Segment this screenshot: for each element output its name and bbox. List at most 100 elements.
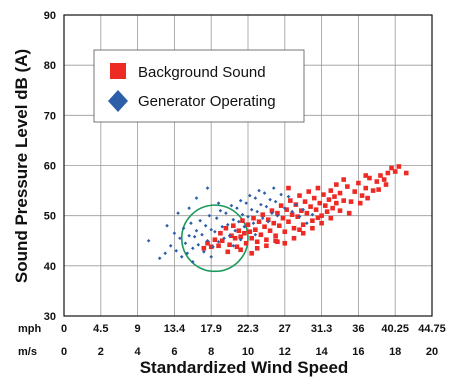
point-generator-operating (209, 227, 213, 232)
point-background-sound (346, 210, 352, 216)
point-background-sound (216, 243, 221, 249)
point-background-sound (315, 185, 321, 191)
point-background-sound (258, 232, 264, 238)
point-generator-operating (231, 217, 236, 222)
point-generator-operating (213, 229, 217, 234)
point-generator-operating (168, 243, 173, 248)
point-generator-operating (301, 207, 305, 212)
legend-marker-generator-operating (108, 90, 128, 112)
point-background-sound (291, 225, 297, 231)
point-background-sound (345, 184, 350, 189)
highlight-circle (180, 204, 249, 273)
point-generator-operating (297, 214, 302, 219)
point-background-sound (297, 227, 302, 233)
point-background-sound (326, 197, 332, 202)
point-background-sound (334, 182, 339, 187)
point-background-sound (282, 229, 288, 235)
point-generator-operating (257, 188, 261, 193)
point-background-sound (306, 189, 312, 194)
point-background-sound (297, 193, 302, 198)
point-background-sound (223, 225, 229, 231)
point-background-sound (243, 240, 249, 246)
annotation-layer (180, 204, 249, 273)
point-generator-operating (268, 197, 272, 202)
y-tick-label: 70 (44, 110, 56, 122)
point-background-sound (267, 228, 273, 234)
point-background-sound (363, 173, 369, 178)
x-tick-label-mph: 22.3 (237, 323, 258, 335)
point-generator-operating (146, 238, 151, 243)
point-generator-operating (248, 193, 252, 198)
point-generator-operating (202, 249, 206, 254)
point-generator-operating (290, 209, 294, 214)
point-generator-operating (237, 219, 241, 224)
point-background-sound (242, 230, 247, 236)
point-background-sound (357, 200, 363, 206)
point-generator-operating (246, 214, 250, 219)
point-generator-operating (259, 202, 263, 207)
y-tick-label: 90 (44, 10, 56, 22)
point-background-sound (341, 177, 346, 182)
point-background-sound (367, 175, 372, 181)
point-background-sound (269, 208, 275, 213)
point-generator-operating (251, 221, 256, 225)
point-background-sound (232, 235, 238, 241)
point-generator-operating (225, 222, 230, 227)
point-background-sound (356, 180, 361, 186)
point-background-sound (234, 244, 240, 250)
point-background-sound (304, 210, 310, 216)
point-background-sound (365, 195, 370, 201)
point-generator-operating (305, 221, 309, 225)
point-background-sound (324, 209, 330, 214)
point-generator-operating (181, 226, 186, 231)
points-layer (146, 164, 409, 264)
point-background-sound (284, 207, 289, 212)
point-background-sound (265, 217, 271, 222)
point-background-sound (300, 230, 306, 236)
point-generator-operating (271, 186, 276, 190)
point-generator-operating (231, 243, 236, 248)
point-background-sound (227, 242, 232, 248)
x-axis-label: Standardized Wind Speed (140, 358, 349, 377)
point-background-sound (313, 207, 319, 212)
point-background-sound (310, 218, 315, 223)
point-generator-operating (229, 203, 234, 208)
point-generator-operating (189, 221, 193, 225)
x-unit-mph: mph (18, 323, 42, 335)
point-generator-operating (222, 236, 226, 241)
x-tick-label-ms: 12 (279, 346, 291, 358)
point-generator-operating (207, 213, 212, 218)
point-background-sound (383, 182, 389, 187)
point-background-sound (249, 250, 254, 256)
point-generator-operating (174, 248, 179, 253)
point-background-sound (282, 240, 288, 246)
point-background-sound (219, 238, 225, 244)
point-background-sound (363, 185, 369, 191)
point-generator-operating (163, 251, 167, 256)
x-tick-label-ms: 0 (61, 346, 67, 358)
point-background-sound (212, 237, 218, 243)
x-tick-label-mph: 31.3 (311, 323, 332, 335)
x-tick-label-mph: 17.9 (200, 323, 221, 335)
point-background-sound (289, 212, 295, 217)
y-tick-label: 50 (44, 211, 56, 223)
point-generator-operating (235, 206, 239, 210)
point-background-sound (385, 170, 391, 176)
point-generator-operating (209, 255, 213, 259)
point-generator-operating (220, 224, 225, 229)
point-background-sound (370, 188, 376, 193)
point-background-sound (376, 187, 381, 192)
point-generator-operating (233, 228, 237, 233)
point-background-sound (302, 199, 308, 204)
point-generator-operating (283, 206, 287, 210)
point-background-sound (311, 195, 317, 201)
point-generator-operating (264, 204, 269, 209)
point-generator-operating (262, 191, 267, 195)
point-generator-operating (238, 198, 243, 203)
y-tick-label: 60 (44, 161, 56, 173)
x-tick-label-mph: 36 (352, 323, 364, 335)
y-tick-label: 80 (44, 60, 56, 72)
point-background-sound (389, 165, 394, 171)
point-background-sound (273, 233, 278, 239)
point-background-sound (341, 198, 346, 203)
